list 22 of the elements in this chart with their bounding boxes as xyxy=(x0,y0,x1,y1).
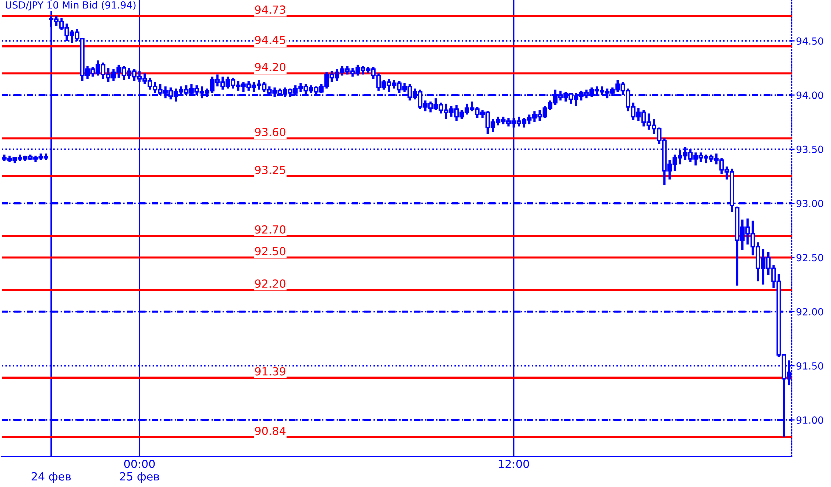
y-tick-label: 94.00 xyxy=(796,92,824,100)
x-tick-label: 00:00 25 фев xyxy=(120,460,160,483)
ref-line-label: 91.39 xyxy=(255,367,286,376)
ref-line-label: 94.20 xyxy=(255,63,286,72)
y-tick-label: 93.00 xyxy=(796,200,824,208)
y-tick-label: 91.00 xyxy=(796,416,824,424)
x-tick-label: 24 фев xyxy=(32,472,71,483)
x-tick-label: 12:00 xyxy=(499,460,530,468)
ref-line-label: 92.50 xyxy=(255,247,286,256)
y-tick-label: 93.50 xyxy=(796,146,824,154)
ref-line-label: 94.73 xyxy=(255,6,286,14)
ref-line-label: 92.20 xyxy=(255,280,286,288)
ref-line-label: 93.25 xyxy=(255,166,286,174)
y-tick-label: 91.50 xyxy=(796,362,824,370)
ref-line-label: 93.60 xyxy=(255,128,286,136)
y-tick-label: 92.50 xyxy=(796,254,824,262)
y-tick-label: 92.00 xyxy=(796,308,824,316)
ref-line-label: 92.70 xyxy=(255,226,286,234)
ref-line-label: 90.84 xyxy=(255,426,286,436)
chart-title: USD/JPY 10 Min Bid (91.94) xyxy=(6,1,136,11)
y-tick-label: 94.50 xyxy=(796,38,824,45)
ref-line-label: 94.45 xyxy=(255,36,286,44)
